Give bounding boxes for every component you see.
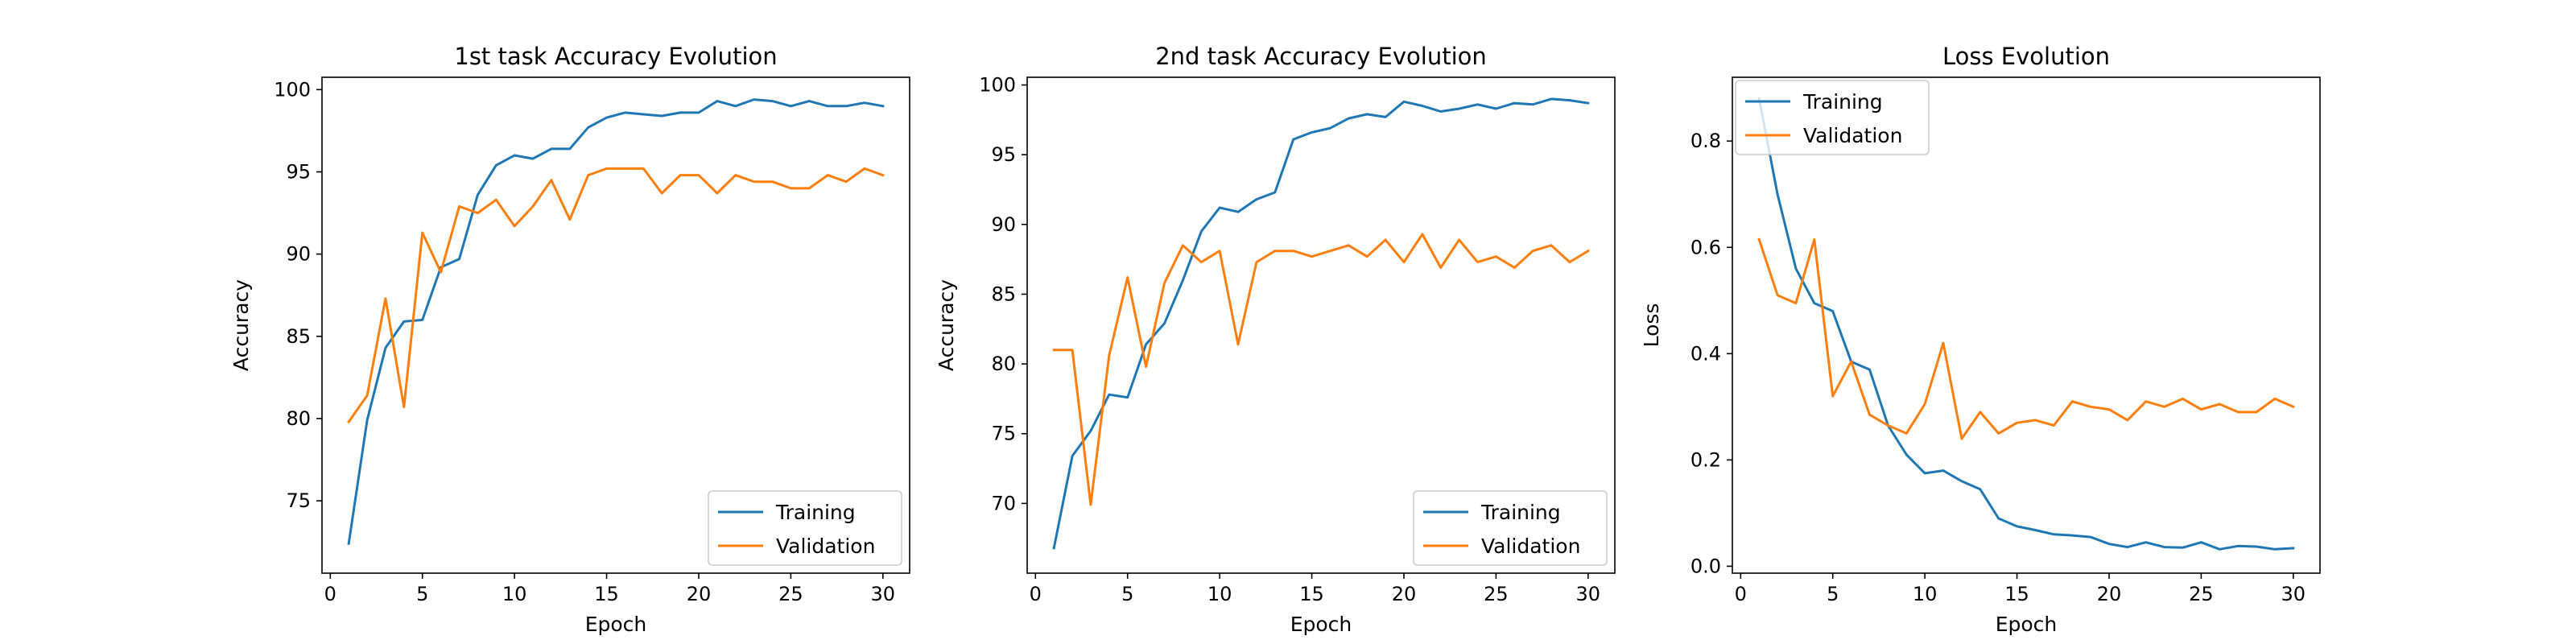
- x-tick-label: 30: [2281, 583, 2306, 605]
- chart-title: 2nd task Accuracy Evolution: [1155, 43, 1487, 70]
- x-tick-label: 5: [416, 583, 428, 605]
- x-tick-label: 15: [1299, 583, 1324, 605]
- y-tick-label: 0.4: [1690, 342, 1721, 365]
- chart-2: 0 5 10 15 20 25 30 70 75 80 85 90 95 100 2nd task Accu…: [935, 43, 1616, 636]
- x-tick-label: 20: [1392, 583, 1417, 605]
- y-axis-label: Loss: [1640, 303, 1663, 348]
- x-axis-label: Epoch: [1290, 613, 1352, 636]
- x-tick-label: 15: [594, 583, 619, 605]
- x-tick-label: 20: [2097, 583, 2122, 605]
- legend: Training Validation: [1413, 490, 1608, 566]
- x-tick-label: 20: [687, 583, 712, 605]
- x-tick-label: 10: [1208, 583, 1232, 605]
- axes-frame: [1026, 76, 1616, 574]
- y-tick-label: 0.6: [1690, 236, 1721, 258]
- x-tick-label: 30: [1576, 583, 1601, 605]
- x-tick-label: 25: [2189, 583, 2214, 605]
- x-axis-label: Epoch: [1996, 613, 2058, 636]
- legend-label-training: Training: [1802, 90, 1883, 114]
- legend-label-validation: Validation: [1803, 124, 1902, 147]
- series-line-training: [347, 98, 885, 545]
- y-tick-label: 75: [286, 489, 311, 512]
- y-tick-label: 85: [286, 325, 311, 348]
- x-tick-label: 10: [1913, 583, 1938, 605]
- series-line-training: [1052, 97, 1590, 550]
- chart-title: 1st task Accuracy Evolution: [454, 43, 777, 70]
- x-tick-label: 25: [778, 583, 803, 605]
- y-tick-label: 85: [991, 283, 1016, 305]
- y-tick-label: 0.0: [1690, 555, 1721, 577]
- legend-label-validation: Validation: [776, 535, 875, 558]
- y-tick-label: 100: [274, 78, 311, 101]
- legend-label-training: Training: [1480, 501, 1561, 524]
- chart-3: 0 5 10 15 20 25 30 0.0 0.2 0.4 0.6 0.8 Loss Evolutio…: [1640, 43, 2321, 636]
- y-axis-label: Accuracy: [935, 279, 958, 371]
- legend: Training Validation: [708, 490, 902, 566]
- x-tick-label: 15: [2004, 583, 2029, 605]
- y-tick-label: 70: [991, 492, 1016, 514]
- axes-frame: [321, 76, 910, 574]
- y-tick-label: 0.8: [1690, 130, 1721, 152]
- x-tick-label: 5: [1121, 583, 1133, 605]
- x-tick-label: 0: [324, 583, 336, 605]
- y-tick-label: 100: [979, 74, 1016, 97]
- legend-label-training: Training: [775, 501, 856, 524]
- y-tick-label: 80: [286, 407, 311, 430]
- y-tick-label: 95: [286, 160, 311, 183]
- series-line-training: [1757, 97, 2295, 551]
- x-tick-label: 10: [502, 583, 527, 605]
- y-tick-label: 0.2: [1690, 448, 1721, 471]
- legend-label-validation: Validation: [1481, 535, 1580, 558]
- axes-frame: [1732, 76, 2321, 574]
- x-tick-label: 30: [871, 583, 896, 605]
- y-tick-label: 80: [991, 353, 1016, 375]
- series-line-validation: [347, 167, 885, 424]
- x-axis-label: Epoch: [585, 613, 647, 636]
- chart-title: Loss Evolution: [1942, 43, 2110, 70]
- chart-1: 0 5 10 15 20 25 30 75 80 85 90 95 100 1st task Accura…: [229, 43, 910, 636]
- x-tick-label: 0: [1735, 583, 1747, 605]
- y-tick-label: 90: [991, 213, 1016, 236]
- series-line-validation: [1052, 233, 1590, 506]
- y-tick-label: 95: [991, 143, 1016, 166]
- x-tick-label: 5: [1827, 583, 1839, 605]
- x-tick-label: 0: [1030, 583, 1042, 605]
- y-axis-label: Accuracy: [229, 279, 253, 371]
- y-tick-label: 90: [286, 243, 311, 266]
- series-line-validation: [1757, 237, 2295, 440]
- legend: Training Validation: [1735, 80, 1930, 155]
- y-tick-label: 75: [991, 423, 1016, 445]
- x-tick-label: 25: [1484, 583, 1509, 605]
